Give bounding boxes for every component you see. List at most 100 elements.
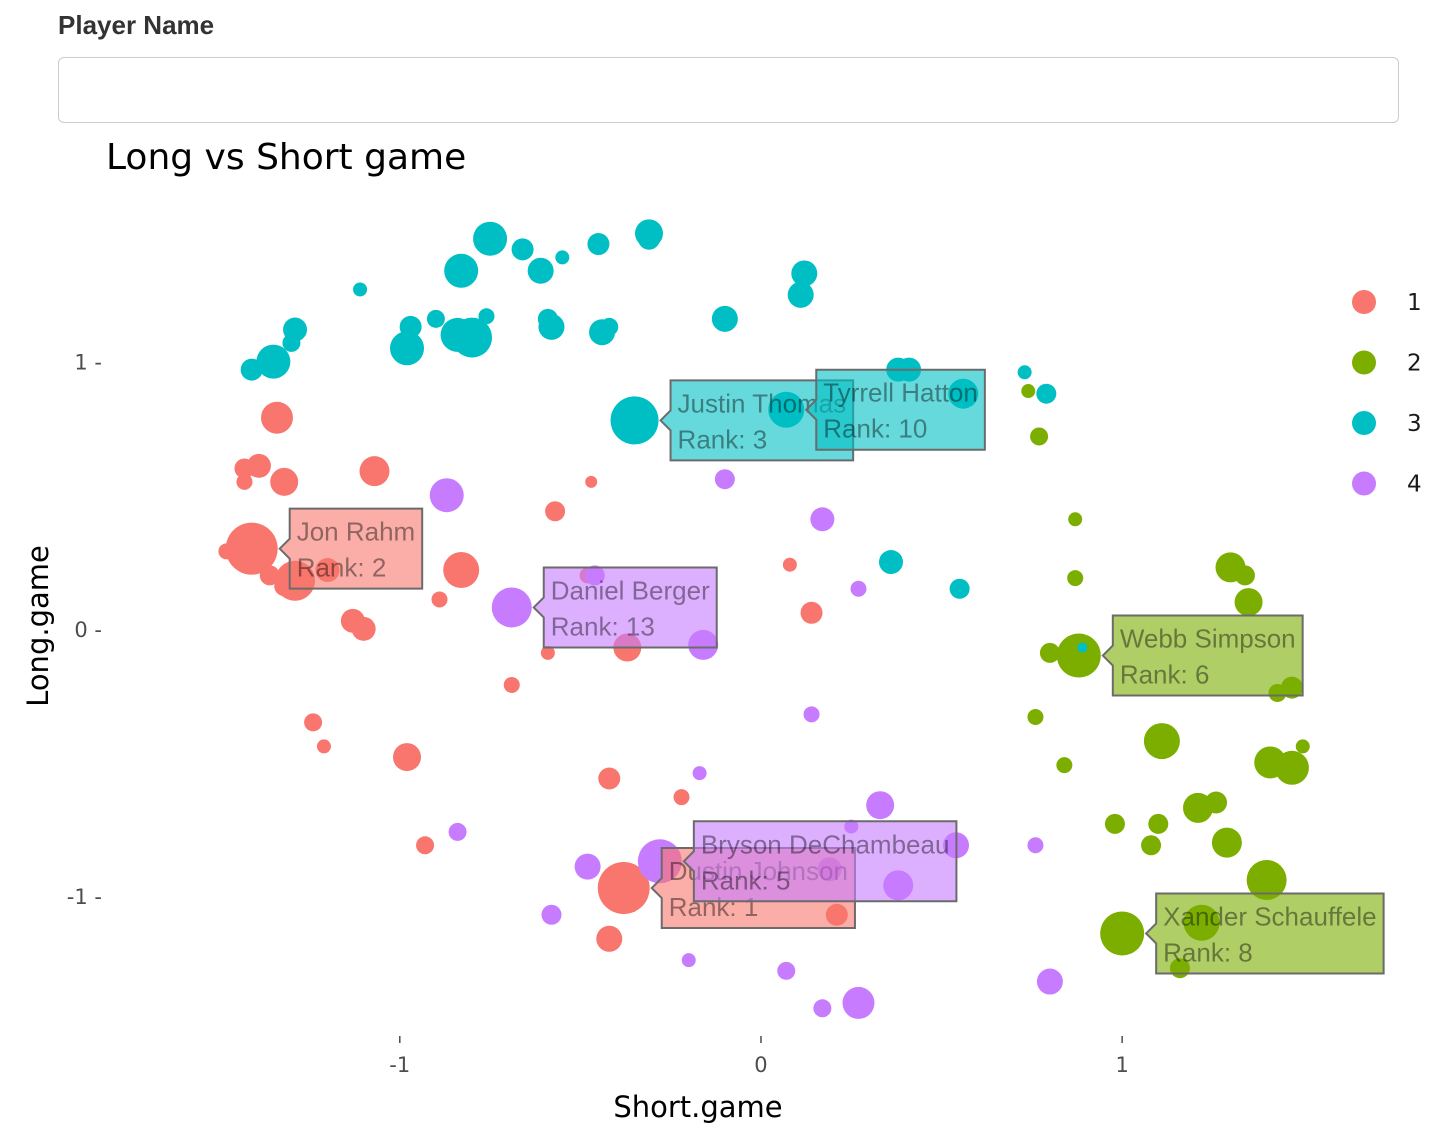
data-point[interactable]: [503, 676, 520, 693]
data-point[interactable]: [443, 552, 480, 589]
data-point[interactable]: [782, 557, 797, 572]
data-point[interactable]: [491, 587, 532, 628]
data-point[interactable]: [1141, 835, 1162, 856]
data-point[interactable]: [416, 836, 435, 855]
data-point[interactable]: [353, 282, 368, 297]
data-point[interactable]: [270, 467, 299, 496]
legend-item[interactable]: 4: [1352, 471, 1422, 498]
data-point[interactable]: [1205, 791, 1228, 814]
data-point[interactable]: [1027, 837, 1044, 854]
data-point[interactable]: [282, 333, 301, 352]
hover-label: Tyrrell Hatton Rank: 10: [804, 368, 986, 451]
data-point[interactable]: [1017, 365, 1032, 380]
data-point[interactable]: [1030, 427, 1049, 446]
data-point[interactable]: [810, 507, 835, 532]
data-point[interactable]: [1039, 642, 1060, 663]
data-point[interactable]: [511, 238, 534, 261]
data-point[interactable]: [316, 739, 331, 754]
data-point[interactable]: [692, 766, 707, 781]
data-point[interactable]: [1143, 723, 1180, 760]
hover-label-player: Bryson DeChambeau: [701, 829, 950, 859]
data-point[interactable]: [1067, 570, 1084, 587]
data-point[interactable]: [850, 580, 867, 597]
data-point[interactable]: [878, 550, 903, 575]
data-point[interactable]: [555, 250, 570, 265]
data-point[interactable]: [351, 616, 376, 641]
data-point[interactable]: [431, 591, 448, 608]
data-point[interactable]: [426, 309, 445, 328]
data-point[interactable]: [1068, 512, 1083, 527]
data-point[interactable]: [359, 456, 390, 487]
data-point[interactable]: [714, 469, 735, 490]
data-point[interactable]: [1077, 642, 1088, 653]
data-point[interactable]: [1036, 968, 1063, 995]
legend[interactable]: 1 2 3 4: [1352, 290, 1422, 498]
data-point[interactable]: [638, 227, 661, 250]
data-point[interactable]: [256, 344, 291, 379]
data-point[interactable]: [448, 822, 467, 841]
data-point[interactable]: [1027, 709, 1044, 726]
legend-item[interactable]: 2: [1352, 350, 1422, 377]
legend-item[interactable]: 3: [1352, 411, 1422, 437]
data-point[interactable]: [803, 706, 820, 723]
data-point[interactable]: [866, 791, 895, 820]
data-point[interactable]: [585, 475, 598, 488]
data-point[interactable]: [1295, 739, 1310, 754]
data-point[interactable]: [540, 645, 555, 660]
data-point[interactable]: [800, 601, 823, 624]
data-point[interactable]: [1104, 813, 1125, 834]
data-point[interactable]: [429, 478, 464, 513]
data-point[interactable]: [1148, 813, 1169, 834]
data-point[interactable]: [813, 999, 832, 1018]
data-point[interactable]: [246, 453, 271, 478]
data-point[interactable]: [1246, 860, 1287, 901]
data-point[interactable]: [527, 257, 554, 284]
hover-label-box: [278, 507, 424, 590]
data-point[interactable]: [444, 253, 479, 288]
data-point[interactable]: [681, 953, 696, 968]
data-point[interactable]: [597, 862, 650, 915]
legend-item[interactable]: 1: [1352, 290, 1422, 316]
hover-label-player: Daniel Berger: [551, 575, 710, 605]
data-point[interactable]: [304, 713, 323, 732]
data-point[interactable]: [1021, 384, 1036, 399]
data-point[interactable]: [260, 401, 293, 434]
data-point[interactable]: [777, 961, 796, 980]
player-name-input[interactable]: [58, 57, 1399, 123]
data-point[interactable]: [600, 317, 619, 336]
data-point[interactable]: [390, 331, 425, 366]
data-point[interactable]: [478, 308, 495, 325]
data-point[interactable]: [1056, 757, 1073, 774]
data-point[interactable]: [791, 260, 818, 287]
data-point[interactable]: [587, 233, 610, 256]
legend-swatch: [1352, 350, 1376, 375]
data-point[interactable]: [1100, 911, 1145, 956]
data-point[interactable]: [393, 743, 422, 772]
data-point[interactable]: [236, 473, 253, 490]
legend-label: 2: [1407, 351, 1422, 377]
data-point[interactable]: [1036, 383, 1057, 404]
data-point[interactable]: [1056, 633, 1101, 678]
data-point[interactable]: [711, 305, 738, 332]
data-point[interactable]: [473, 221, 508, 256]
data-point[interactable]: [598, 767, 621, 790]
data-point[interactable]: [574, 853, 601, 880]
data-point[interactable]: [259, 565, 280, 586]
data-point[interactable]: [541, 904, 562, 925]
data-point[interactable]: [1234, 588, 1263, 617]
data-point[interactable]: [225, 522, 278, 575]
data-point[interactable]: [1234, 565, 1255, 586]
data-point[interactable]: [1274, 750, 1309, 785]
data-point[interactable]: [610, 396, 659, 445]
data-point[interactable]: [240, 358, 263, 381]
long-vs-short-scatter-chart[interactable]: Long vs Short game -1 0 1-1 -0 -1 - Justin…: [0, 130, 1444, 1130]
data-point[interactable]: [1211, 827, 1242, 858]
data-point[interactable]: [596, 925, 623, 952]
data-point[interactable]: [673, 789, 690, 806]
data-point[interactable]: [545, 501, 566, 522]
data-point[interactable]: [787, 281, 814, 308]
data-point[interactable]: [949, 578, 970, 599]
data-point[interactable]: [842, 986, 875, 1019]
data-point[interactable]: [470, 336, 489, 355]
data-point[interactable]: [538, 313, 565, 340]
